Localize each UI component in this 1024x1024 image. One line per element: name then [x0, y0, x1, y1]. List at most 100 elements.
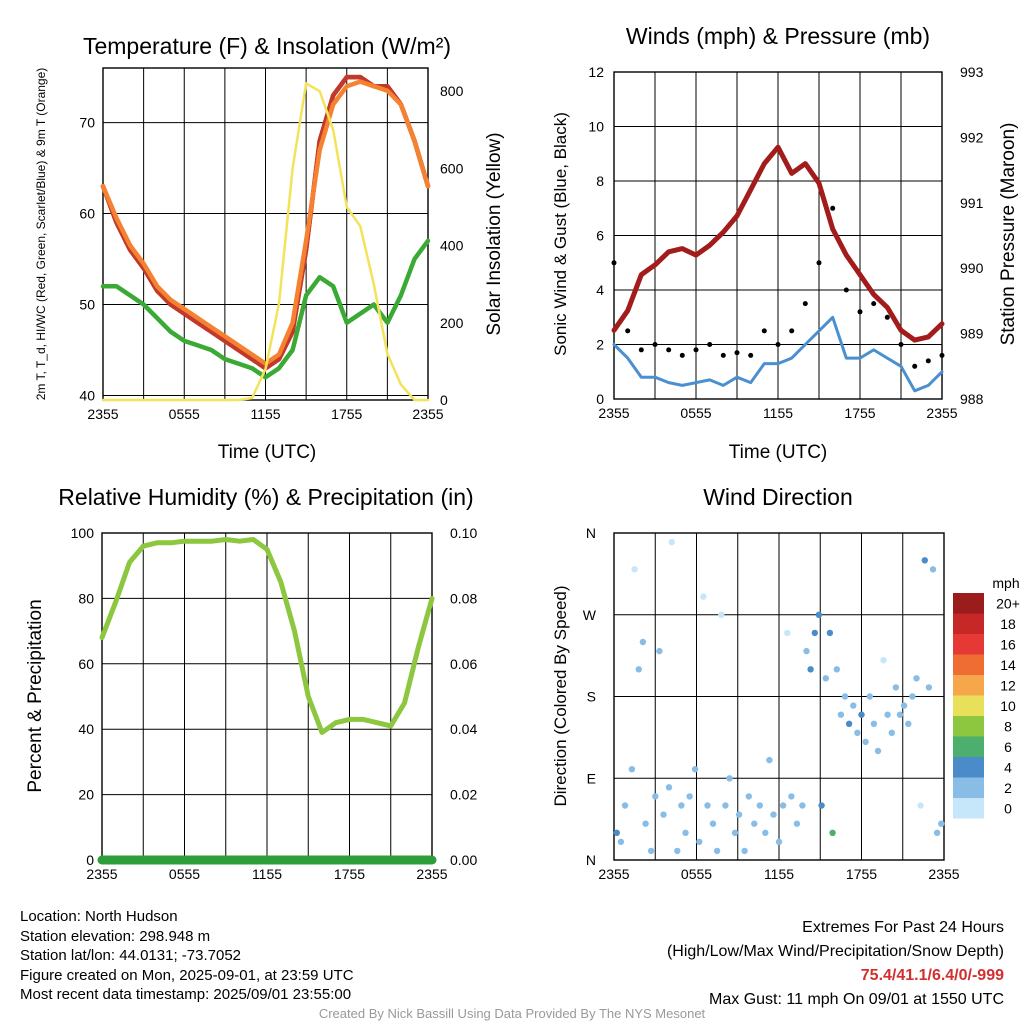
direction-point — [870, 720, 878, 727]
gust-point — [720, 352, 726, 358]
recent-timestamp: Most recent data timestamp: 2025/09/01 2… — [20, 986, 352, 1003]
x-tick-label: 1155 — [764, 866, 794, 882]
direction-point — [647, 847, 655, 855]
x-tick-label: 1155 — [250, 406, 280, 422]
direction-point — [731, 829, 739, 836]
direction-point — [793, 820, 801, 827]
direction-point — [713, 847, 721, 855]
station-latlon: Station lat/lon: 44.0131; -73.7052 — [20, 947, 242, 964]
gust-point — [761, 328, 767, 334]
direction-point — [845, 720, 853, 727]
legend-label: 18 — [1000, 616, 1016, 632]
y2-tick-label: 0.04 — [450, 721, 477, 737]
legend-label: 10 — [1000, 698, 1016, 714]
direction-point — [674, 847, 681, 855]
gust-point — [748, 352, 754, 358]
legend-swatch — [953, 777, 984, 798]
gust-point — [625, 328, 631, 334]
y-tick-label: N — [586, 852, 596, 868]
series-line — [99, 537, 435, 735]
x-tick-label: 2355 — [412, 406, 443, 422]
x-tick-label: 0555 — [169, 406, 200, 422]
y2-tick-label: 0 — [440, 392, 448, 408]
legend-label: 2 — [1004, 780, 1012, 796]
x-tick-label: 1755 — [846, 866, 877, 882]
direction-point — [726, 775, 733, 782]
gust-point — [830, 205, 836, 211]
x-tick-label: 1755 — [334, 866, 365, 882]
direction-point — [613, 829, 620, 836]
direction-point — [686, 793, 693, 800]
direction-point — [775, 838, 783, 845]
y2-tick-label: 0.00 — [450, 852, 477, 868]
gust-point — [857, 309, 863, 315]
direction-point — [762, 829, 769, 836]
gust-point — [802, 301, 808, 307]
direction-point — [766, 756, 773, 764]
legend-swatch — [953, 654, 984, 675]
y-tick-label: 50 — [79, 296, 95, 312]
direction-point — [811, 629, 818, 637]
direction-point — [660, 811, 667, 818]
legend-label: 6 — [1004, 739, 1012, 755]
direction-point — [815, 611, 823, 618]
gust-point — [912, 363, 918, 369]
y2-axis-label: Solar Insolation (Yellow) — [484, 132, 505, 335]
y-tick-label: 20 — [78, 787, 94, 803]
direction-point — [900, 702, 908, 709]
legend-swatch — [953, 675, 984, 696]
y-tick-label: 4 — [596, 282, 604, 298]
direction-point — [656, 647, 663, 655]
legend-swatch — [953, 736, 984, 757]
direction-point — [735, 811, 743, 818]
gust-point — [884, 314, 890, 320]
x-tick-label: 2355 — [928, 866, 959, 882]
y-axis-label: 2m T, T_d, HI/WC (Red, Green, Scarlet/Bl… — [34, 68, 48, 401]
gust-point — [734, 350, 740, 356]
gust-point — [816, 260, 822, 266]
direction-point — [837, 711, 845, 718]
extremes-subtitle: (High/Low/Max Wind/Precipitation/Snow De… — [666, 943, 1004, 960]
gust-point — [679, 352, 685, 358]
y-axis-label: Direction (Colored By Speed) — [551, 585, 570, 806]
x-tick-label: 2355 — [86, 866, 117, 882]
gust-point — [939, 352, 945, 358]
x-tick-label: 0555 — [680, 405, 711, 421]
y-tick-label: 100 — [71, 525, 95, 541]
direction-point — [621, 802, 629, 809]
winds-panel: Winds (mph) & Pressure (mb) 2355 0555 1155 1… — [551, 23, 1019, 463]
direction-point — [779, 802, 787, 809]
y2-tick-label: 0.08 — [450, 590, 477, 606]
direction-point — [850, 702, 857, 709]
direction-point — [880, 657, 887, 664]
direction-point — [917, 802, 924, 809]
y2-axis-label: Station Pressure (Maroon) — [998, 123, 1019, 346]
direction-point — [668, 538, 675, 546]
direction-point — [709, 820, 717, 827]
extremes-title: Extremes For Past 24 Hours — [802, 919, 1004, 936]
y-tick-label: 6 — [596, 228, 604, 244]
direction-point — [704, 802, 711, 809]
credit-line: Created By Nick Bassill Using Data Provi… — [318, 1006, 706, 1021]
y-tick-label: 8 — [596, 173, 604, 189]
direction-point — [822, 675, 829, 682]
y2-tick-label: 990 — [960, 260, 984, 276]
y2-tick-label: 988 — [960, 391, 984, 407]
y2-tick-label: 0.06 — [450, 656, 477, 672]
gust-point — [925, 358, 931, 364]
direction-point — [741, 847, 748, 855]
direction-point — [905, 720, 912, 727]
direction-point — [807, 666, 814, 673]
legend-title: mph — [992, 575, 1019, 591]
y-tick-label: E — [587, 770, 596, 786]
x-axis-label: Time (UTC) — [729, 442, 828, 463]
x-tick-label: 2355 — [598, 405, 629, 421]
gust-point — [611, 260, 617, 266]
direction-point — [913, 675, 920, 682]
direction-point — [921, 557, 928, 564]
direction-point — [866, 693, 873, 700]
direction-point — [770, 811, 777, 818]
direction-point — [854, 729, 861, 736]
direction-point — [756, 802, 763, 809]
gust-point — [871, 301, 877, 307]
